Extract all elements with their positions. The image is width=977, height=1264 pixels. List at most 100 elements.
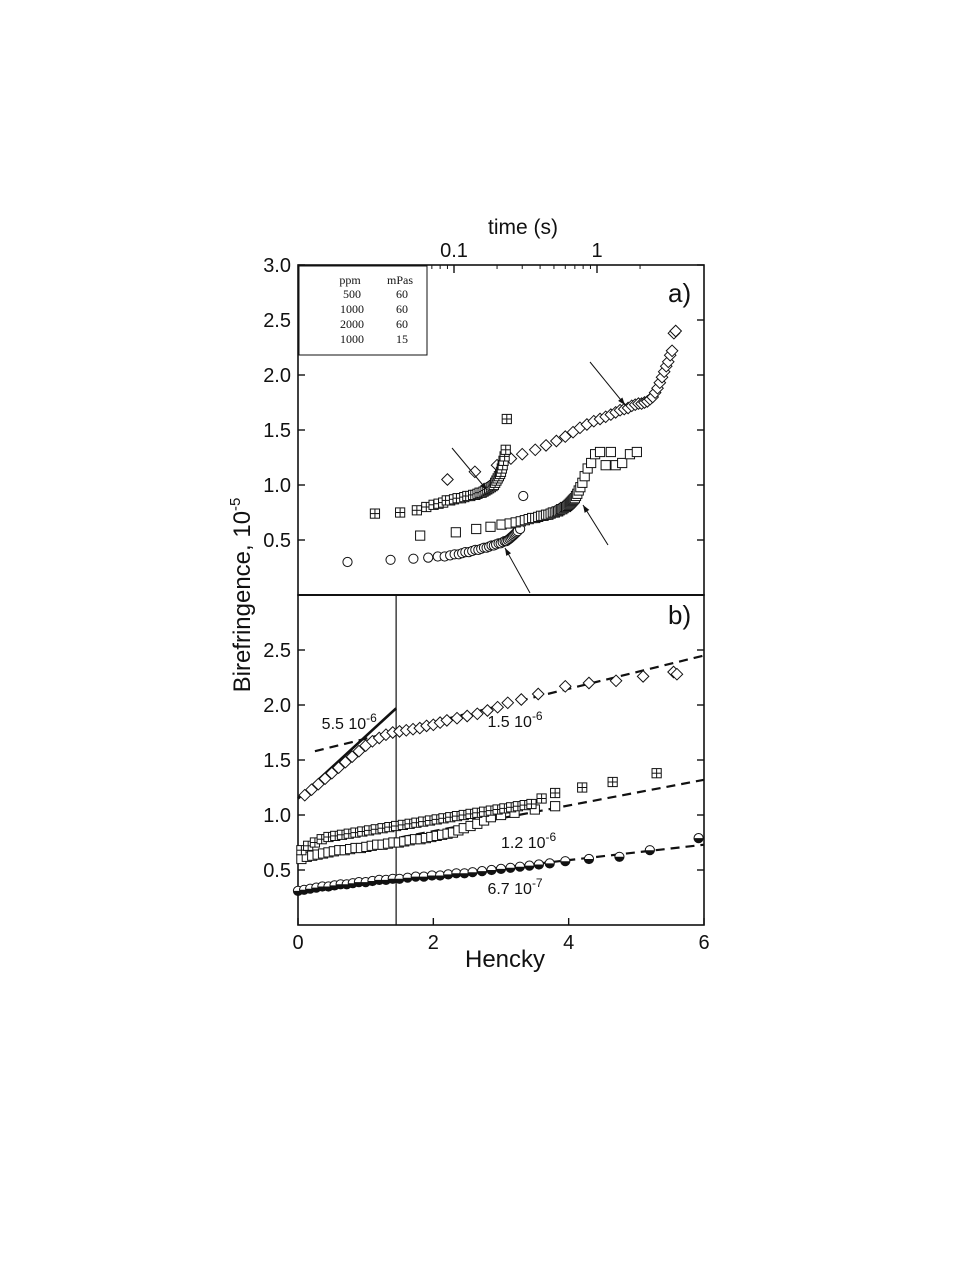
point-b-diamond <box>332 761 346 775</box>
plot-frames <box>297 264 705 926</box>
panel-label-b: b) <box>668 600 691 630</box>
point-b-half-filled-circle-fill <box>451 873 461 878</box>
point-a-circle <box>342 556 353 568</box>
point-b-half-filled-circle-fill <box>394 878 405 884</box>
point-b-half-filled-circle-fill <box>515 866 525 872</box>
point-a-diamond <box>549 434 563 448</box>
point-b-half-filled-circle-fill <box>435 875 445 881</box>
x-axis-label: Hencky <box>465 946 545 973</box>
onset-arrow <box>504 547 531 594</box>
point-b-half-filled-circle-fill <box>534 864 544 870</box>
legend-entry-ppm: 500 <box>343 287 361 301</box>
legend-entry: 500 60 <box>343 287 408 301</box>
point-b-diamond <box>491 700 505 714</box>
legend-entry-mpas: 60 <box>396 302 408 316</box>
point-b-half-filled-circle-fill <box>584 859 594 864</box>
point-a-circle <box>518 490 529 502</box>
point-a-square <box>600 460 611 471</box>
legend-header-ppm: ppm <box>339 273 361 287</box>
point-b-square <box>550 801 561 812</box>
top-tick-label: 1 <box>591 240 602 262</box>
point-b-half-filled-circle-fill <box>693 838 704 843</box>
point-a-square <box>631 446 642 458</box>
x-tick-label: 0 <box>292 932 303 954</box>
legend-entry-mpas: 15 <box>396 332 408 346</box>
point-b-half-filled-circle-fill <box>467 872 478 877</box>
point-a-diamond <box>665 344 679 358</box>
point-b-diamond <box>318 772 332 786</box>
point-b-diamond <box>636 669 650 683</box>
point-b-diamond <box>501 696 515 710</box>
y-tick-label-a: 1.5 <box>263 420 291 442</box>
slope-annotation: 6.7 10-7 <box>487 876 542 898</box>
top-tick-label: 0.1 <box>440 240 468 262</box>
point-b-diamond <box>450 711 464 725</box>
panel-b-frame <box>297 594 705 926</box>
point-b-diamond <box>440 713 454 727</box>
legend-box <box>298 265 428 356</box>
x-tick-label: 6 <box>698 932 709 954</box>
point-b-diamond <box>305 783 318 797</box>
legend-entry: 1000 15 <box>340 332 408 346</box>
legend: ppm mPas 500 60 1000 60 2000 60 1000 15 <box>298 265 428 356</box>
point-b-diamond <box>558 679 572 693</box>
point-a-square <box>450 527 461 538</box>
point-b-half-filled-circle-fill <box>545 863 555 868</box>
y-tick-label-a: 1.0 <box>263 475 291 497</box>
onset-arrowhead <box>583 505 590 513</box>
legend-header-mpas: mPas <box>387 273 413 287</box>
point-a-diamond <box>440 473 454 486</box>
point-b-diamond <box>338 755 352 769</box>
slope-annotation: 1.2 10-6 <box>501 830 556 852</box>
point-b-diamond <box>345 750 359 764</box>
y-tick-label-b: 0.5 <box>263 860 291 882</box>
point-a-square <box>586 457 597 469</box>
point-a-diamond <box>468 465 482 479</box>
data-marks <box>292 288 705 897</box>
y-tick-label-a: 0.5 <box>263 530 291 552</box>
y-tick-label-a: 2.0 <box>263 365 291 387</box>
point-b-half-filled-circle-fill <box>459 873 470 878</box>
point-b-half-filled-circle-fill <box>411 876 421 882</box>
panel-label-a: a) <box>668 278 691 308</box>
x-tick-label: 4 <box>563 932 574 954</box>
point-b-half-filled-circle-fill <box>645 850 655 855</box>
y-tick-label-a: 2.5 <box>263 310 291 332</box>
point-a-square <box>471 523 482 535</box>
point-a-circle <box>385 554 396 565</box>
point-a-square <box>617 457 628 469</box>
x-tick-label: 2 <box>428 932 439 954</box>
onset-arrow <box>451 447 488 491</box>
point-a-circle <box>408 553 419 564</box>
point-b-diamond <box>352 744 366 758</box>
point-b-diamond <box>298 788 312 802</box>
onset-arrow <box>589 361 626 406</box>
point-b-diamond <box>582 676 596 690</box>
point-b-diamond <box>609 674 623 688</box>
slope-annotation: 1.5 10-6 <box>487 709 542 731</box>
point-b-half-filled-circle-fill <box>486 870 497 875</box>
point-b-half-filled-circle-fill <box>614 856 625 862</box>
y-tick-label-b: 1.5 <box>263 750 291 772</box>
y-tick-label-b: 2.0 <box>263 695 291 717</box>
slope-annotation: 5.5 10-6 <box>322 711 377 733</box>
point-b-diamond <box>325 766 339 780</box>
point-b-diamond <box>481 704 494 717</box>
y-tick-label-b: 1.0 <box>263 805 291 827</box>
point-a-square <box>485 521 496 532</box>
point-b-half-filled-circle-fill <box>560 861 570 866</box>
text-labels: 0.5 1.0 1.5 2.0 2.5 3.0 0.5 1.0 1.5 2.0 2.5 0 2 4 6 0.1… <box>263 240 709 954</box>
legend-entry-ppm: 1000 <box>340 302 364 316</box>
point-b-half-filled-circle-fill <box>427 875 437 881</box>
point-b-half-filled-circle-fill <box>505 867 516 873</box>
legend-entry-ppm: 2000 <box>340 317 364 331</box>
y-axis-label: Birefringence, 10-5 <box>227 498 256 693</box>
point-a-diamond <box>528 443 542 457</box>
onset-arrowhead <box>505 548 512 556</box>
point-b-diamond <box>470 707 484 721</box>
point-a-square <box>605 446 616 458</box>
legend-entry-mpas: 60 <box>396 317 408 331</box>
point-a-diamond <box>515 447 529 461</box>
point-a-square <box>594 446 606 458</box>
